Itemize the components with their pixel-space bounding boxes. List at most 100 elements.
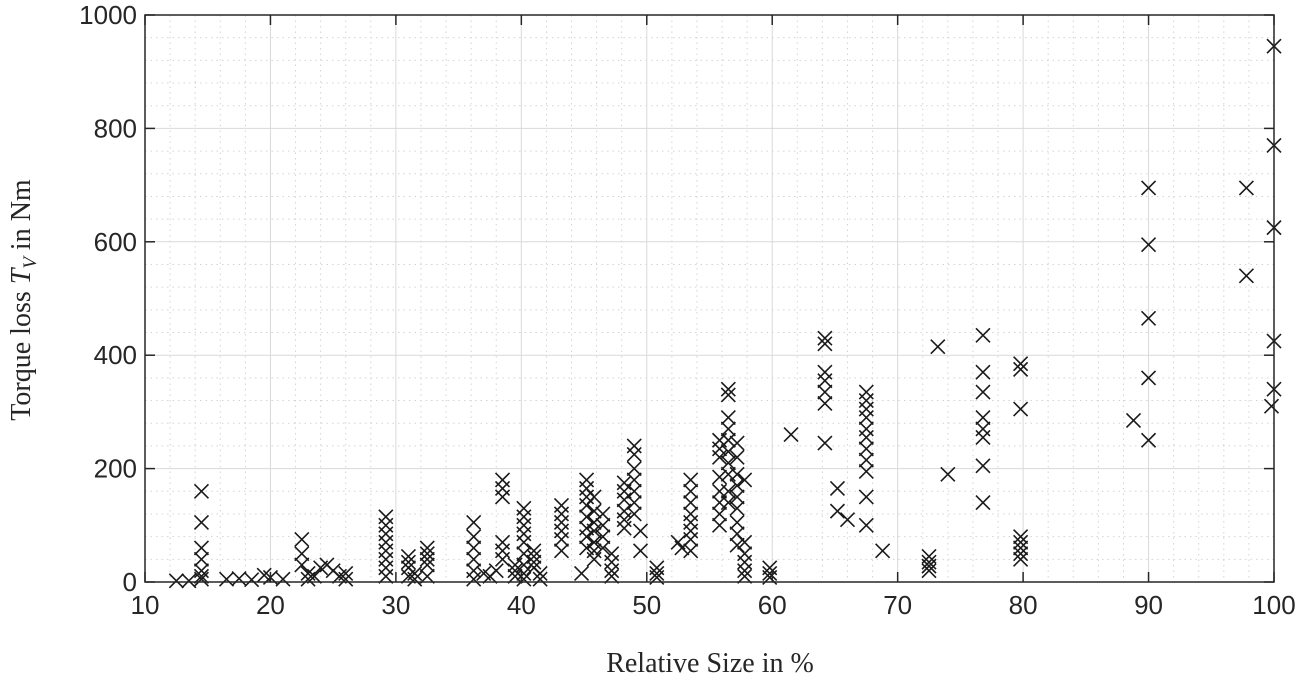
data-point bbox=[921, 558, 937, 574]
data-point bbox=[494, 543, 511, 559]
data-point bbox=[275, 571, 291, 587]
data-point bbox=[858, 429, 874, 445]
data-point bbox=[711, 506, 728, 522]
data-point bbox=[400, 548, 416, 565]
x-tick-label: 40 bbox=[507, 590, 536, 620]
data-point bbox=[858, 410, 874, 426]
data-point bbox=[616, 503, 632, 519]
data-point bbox=[626, 483, 642, 499]
x-tick-label: 50 bbox=[632, 590, 661, 620]
y-tick-label: 200 bbox=[94, 454, 137, 484]
data-point bbox=[526, 548, 542, 565]
data-point bbox=[193, 571, 210, 587]
data-point bbox=[829, 480, 846, 497]
data-point bbox=[553, 523, 570, 539]
data-point bbox=[494, 534, 511, 550]
data-point bbox=[632, 543, 649, 559]
data-point bbox=[494, 551, 511, 567]
data-point bbox=[616, 475, 632, 491]
data-point bbox=[975, 458, 991, 474]
data-point bbox=[817, 364, 833, 380]
data-point bbox=[488, 563, 504, 579]
data-point bbox=[921, 563, 937, 579]
data-point bbox=[466, 563, 482, 579]
data-point bbox=[193, 483, 210, 499]
x-axis-label: Relative Size in % bbox=[606, 648, 814, 679]
data-point bbox=[526, 543, 542, 559]
data-point bbox=[1013, 401, 1029, 417]
data-point bbox=[683, 523, 699, 539]
data-point bbox=[720, 410, 736, 426]
data-point bbox=[1013, 534, 1029, 550]
data-point bbox=[494, 480, 511, 497]
data-point bbox=[737, 568, 753, 584]
data-point bbox=[729, 466, 745, 482]
data-point bbox=[294, 531, 310, 548]
y-tick-labels: 0 200 400 600 800 1000 bbox=[79, 0, 137, 597]
y-tick-label: 0 bbox=[123, 567, 137, 597]
data-point bbox=[378, 568, 394, 584]
data-point bbox=[940, 466, 956, 482]
data-point bbox=[737, 554, 753, 570]
data-point bbox=[975, 384, 991, 400]
x-tick-label: 100 bbox=[1252, 590, 1295, 620]
data-point bbox=[586, 551, 602, 567]
y-axis-label-subscript: V bbox=[20, 255, 41, 269]
data-point bbox=[578, 509, 595, 525]
data-point bbox=[729, 435, 745, 451]
data-point bbox=[553, 506, 570, 522]
data-point bbox=[729, 449, 745, 465]
data-point bbox=[466, 540, 482, 556]
data-point bbox=[858, 517, 874, 533]
data-point bbox=[626, 472, 642, 488]
data-point bbox=[683, 495, 699, 511]
data-point bbox=[1013, 356, 1029, 372]
data-point bbox=[466, 571, 482, 587]
x-tick-label: 60 bbox=[758, 590, 787, 620]
data-point bbox=[378, 560, 394, 576]
data-point bbox=[858, 489, 874, 505]
data-point bbox=[553, 531, 570, 548]
data-point bbox=[1263, 398, 1280, 414]
data-point bbox=[683, 514, 699, 531]
data-point bbox=[419, 568, 435, 584]
axis-ticks bbox=[144, 14, 1275, 583]
data-point bbox=[419, 551, 435, 567]
data-point bbox=[858, 384, 874, 400]
data-point bbox=[466, 551, 482, 567]
data-point bbox=[711, 449, 728, 465]
data-point bbox=[1013, 540, 1029, 556]
data-point bbox=[294, 557, 310, 573]
data-point bbox=[1013, 361, 1029, 377]
data-point bbox=[1238, 180, 1254, 196]
data-point bbox=[720, 455, 736, 471]
data-point bbox=[1238, 268, 1254, 284]
data-point bbox=[720, 387, 736, 403]
data-point bbox=[586, 503, 602, 519]
data-point bbox=[407, 571, 423, 587]
y-axis-label-suffix: in Nm bbox=[6, 179, 37, 257]
data-point bbox=[783, 427, 799, 443]
data-point bbox=[858, 401, 874, 417]
data-point bbox=[578, 529, 595, 545]
data-point bbox=[626, 461, 642, 477]
plot-area-border bbox=[144, 14, 1275, 583]
data-point bbox=[711, 517, 728, 533]
data-point bbox=[193, 551, 210, 567]
data-point bbox=[626, 506, 642, 522]
data-point bbox=[516, 546, 532, 562]
data-point bbox=[218, 571, 235, 587]
data-point bbox=[419, 557, 435, 573]
data-point bbox=[193, 514, 210, 531]
data-point bbox=[720, 381, 736, 397]
data-point bbox=[858, 463, 874, 480]
x-tick-label: 90 bbox=[1134, 590, 1163, 620]
data-point bbox=[595, 517, 611, 533]
data-point bbox=[578, 472, 595, 488]
y-axis-label-prefix: Torque loss bbox=[6, 284, 37, 420]
data-point bbox=[1140, 432, 1157, 448]
data-point bbox=[817, 336, 833, 352]
data-point bbox=[586, 523, 602, 539]
data-point bbox=[595, 540, 611, 556]
data-point bbox=[975, 421, 991, 437]
